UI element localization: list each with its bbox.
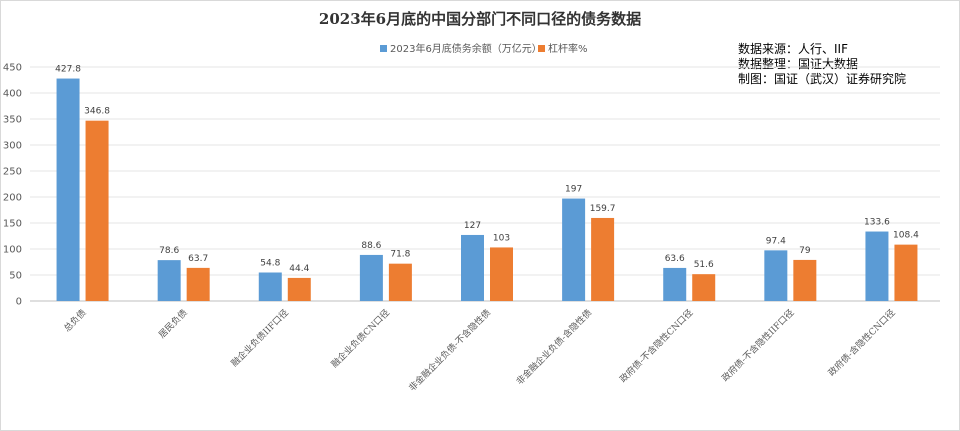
data-label: 79 [799, 246, 811, 256]
source-note-line: 制图：国证（武汉）证券研究院 [738, 72, 907, 86]
bar-leverage [85, 120, 109, 301]
data-label: 51.6 [694, 260, 714, 270]
y-tick-label: 50 [9, 271, 22, 282]
x-category-label: 政府债-含隐性CN口径 [826, 307, 898, 379]
x-category-label: 居民负债 [156, 307, 190, 341]
legend-label-debt-balance: 2023年6月底债务余额（万亿元） [390, 44, 542, 55]
x-category-label: 总负债 [61, 307, 89, 335]
data-label: 159.7 [590, 204, 616, 214]
y-tick-label: 150 [3, 219, 22, 230]
legend-swatch-orange [538, 45, 545, 52]
data-label: 346.8 [84, 107, 110, 117]
bar-leverage [591, 217, 615, 301]
y-tick-label: 200 [3, 193, 22, 204]
data-label: 88.6 [361, 241, 381, 251]
y-tick-label: 400 [3, 89, 22, 100]
legend-item-debt-balance: 2023年6月底债务余额（万亿元） [380, 40, 542, 55]
x-category-label: 政府债-不含隐性IIF口径 [719, 307, 796, 384]
data-label: 108.4 [893, 231, 919, 241]
y-tick-label: 450 [3, 63, 22, 74]
y-tick-label: 100 [3, 245, 22, 256]
y-tick-label: 250 [3, 167, 22, 178]
bar-leverage [894, 244, 918, 301]
legend-swatch-blue [380, 45, 387, 52]
bar-leverage [793, 259, 817, 301]
bar-debt-balance [157, 260, 181, 301]
data-label: 427.8 [55, 65, 81, 75]
data-label: 103 [493, 233, 510, 243]
bar-leverage [287, 277, 311, 301]
bar-debt-balance [764, 250, 788, 301]
bar-debt-balance [562, 198, 586, 301]
y-tick-label: 300 [3, 141, 22, 152]
bar-debt-balance [865, 231, 889, 301]
chart-title: 2023年6月底的中国分部门不同口径的债务数据 [318, 10, 642, 28]
bar-debt-balance [56, 78, 80, 301]
x-category-label: 非金融企业负债-不含隐性债 [406, 307, 493, 394]
data-label: 97.4 [766, 236, 786, 246]
data-label: 71.8 [390, 250, 410, 260]
x-category-label: 政府债-不含隐性CN口径 [617, 307, 695, 385]
bar-leverage [186, 267, 210, 301]
legend-item-leverage: 杠杆率% [538, 40, 588, 55]
bar-leverage [692, 274, 716, 301]
y-tick-label: 350 [3, 115, 22, 126]
bar-leverage [490, 247, 513, 301]
y-tick-label: 0 [16, 297, 22, 308]
x-category-label: 融企业负债CN口径 [329, 307, 392, 370]
source-note-line: 数据来源：人行、IIF [738, 42, 848, 56]
data-label: 127 [464, 221, 481, 231]
x-category-label: 非金融企业负债-含隐性债 [514, 307, 595, 388]
data-label: 63.7 [188, 254, 208, 264]
x-category-label: 融企业负债IIF口径 [228, 307, 290, 369]
bar-debt-balance [461, 234, 484, 301]
legend-label-leverage: 杠杆率% [548, 44, 588, 55]
bar-debt-balance [663, 267, 687, 301]
bar-leverage [388, 263, 412, 301]
data-label: 133.6 [864, 218, 890, 228]
data-label: 78.6 [159, 246, 179, 256]
bar-debt-balance [359, 254, 383, 301]
bar-debt-balance [258, 272, 282, 301]
data-label: 54.8 [260, 259, 280, 269]
data-label: 197 [565, 185, 582, 195]
data-label: 44.4 [289, 264, 309, 274]
data-label: 63.6 [665, 254, 685, 264]
